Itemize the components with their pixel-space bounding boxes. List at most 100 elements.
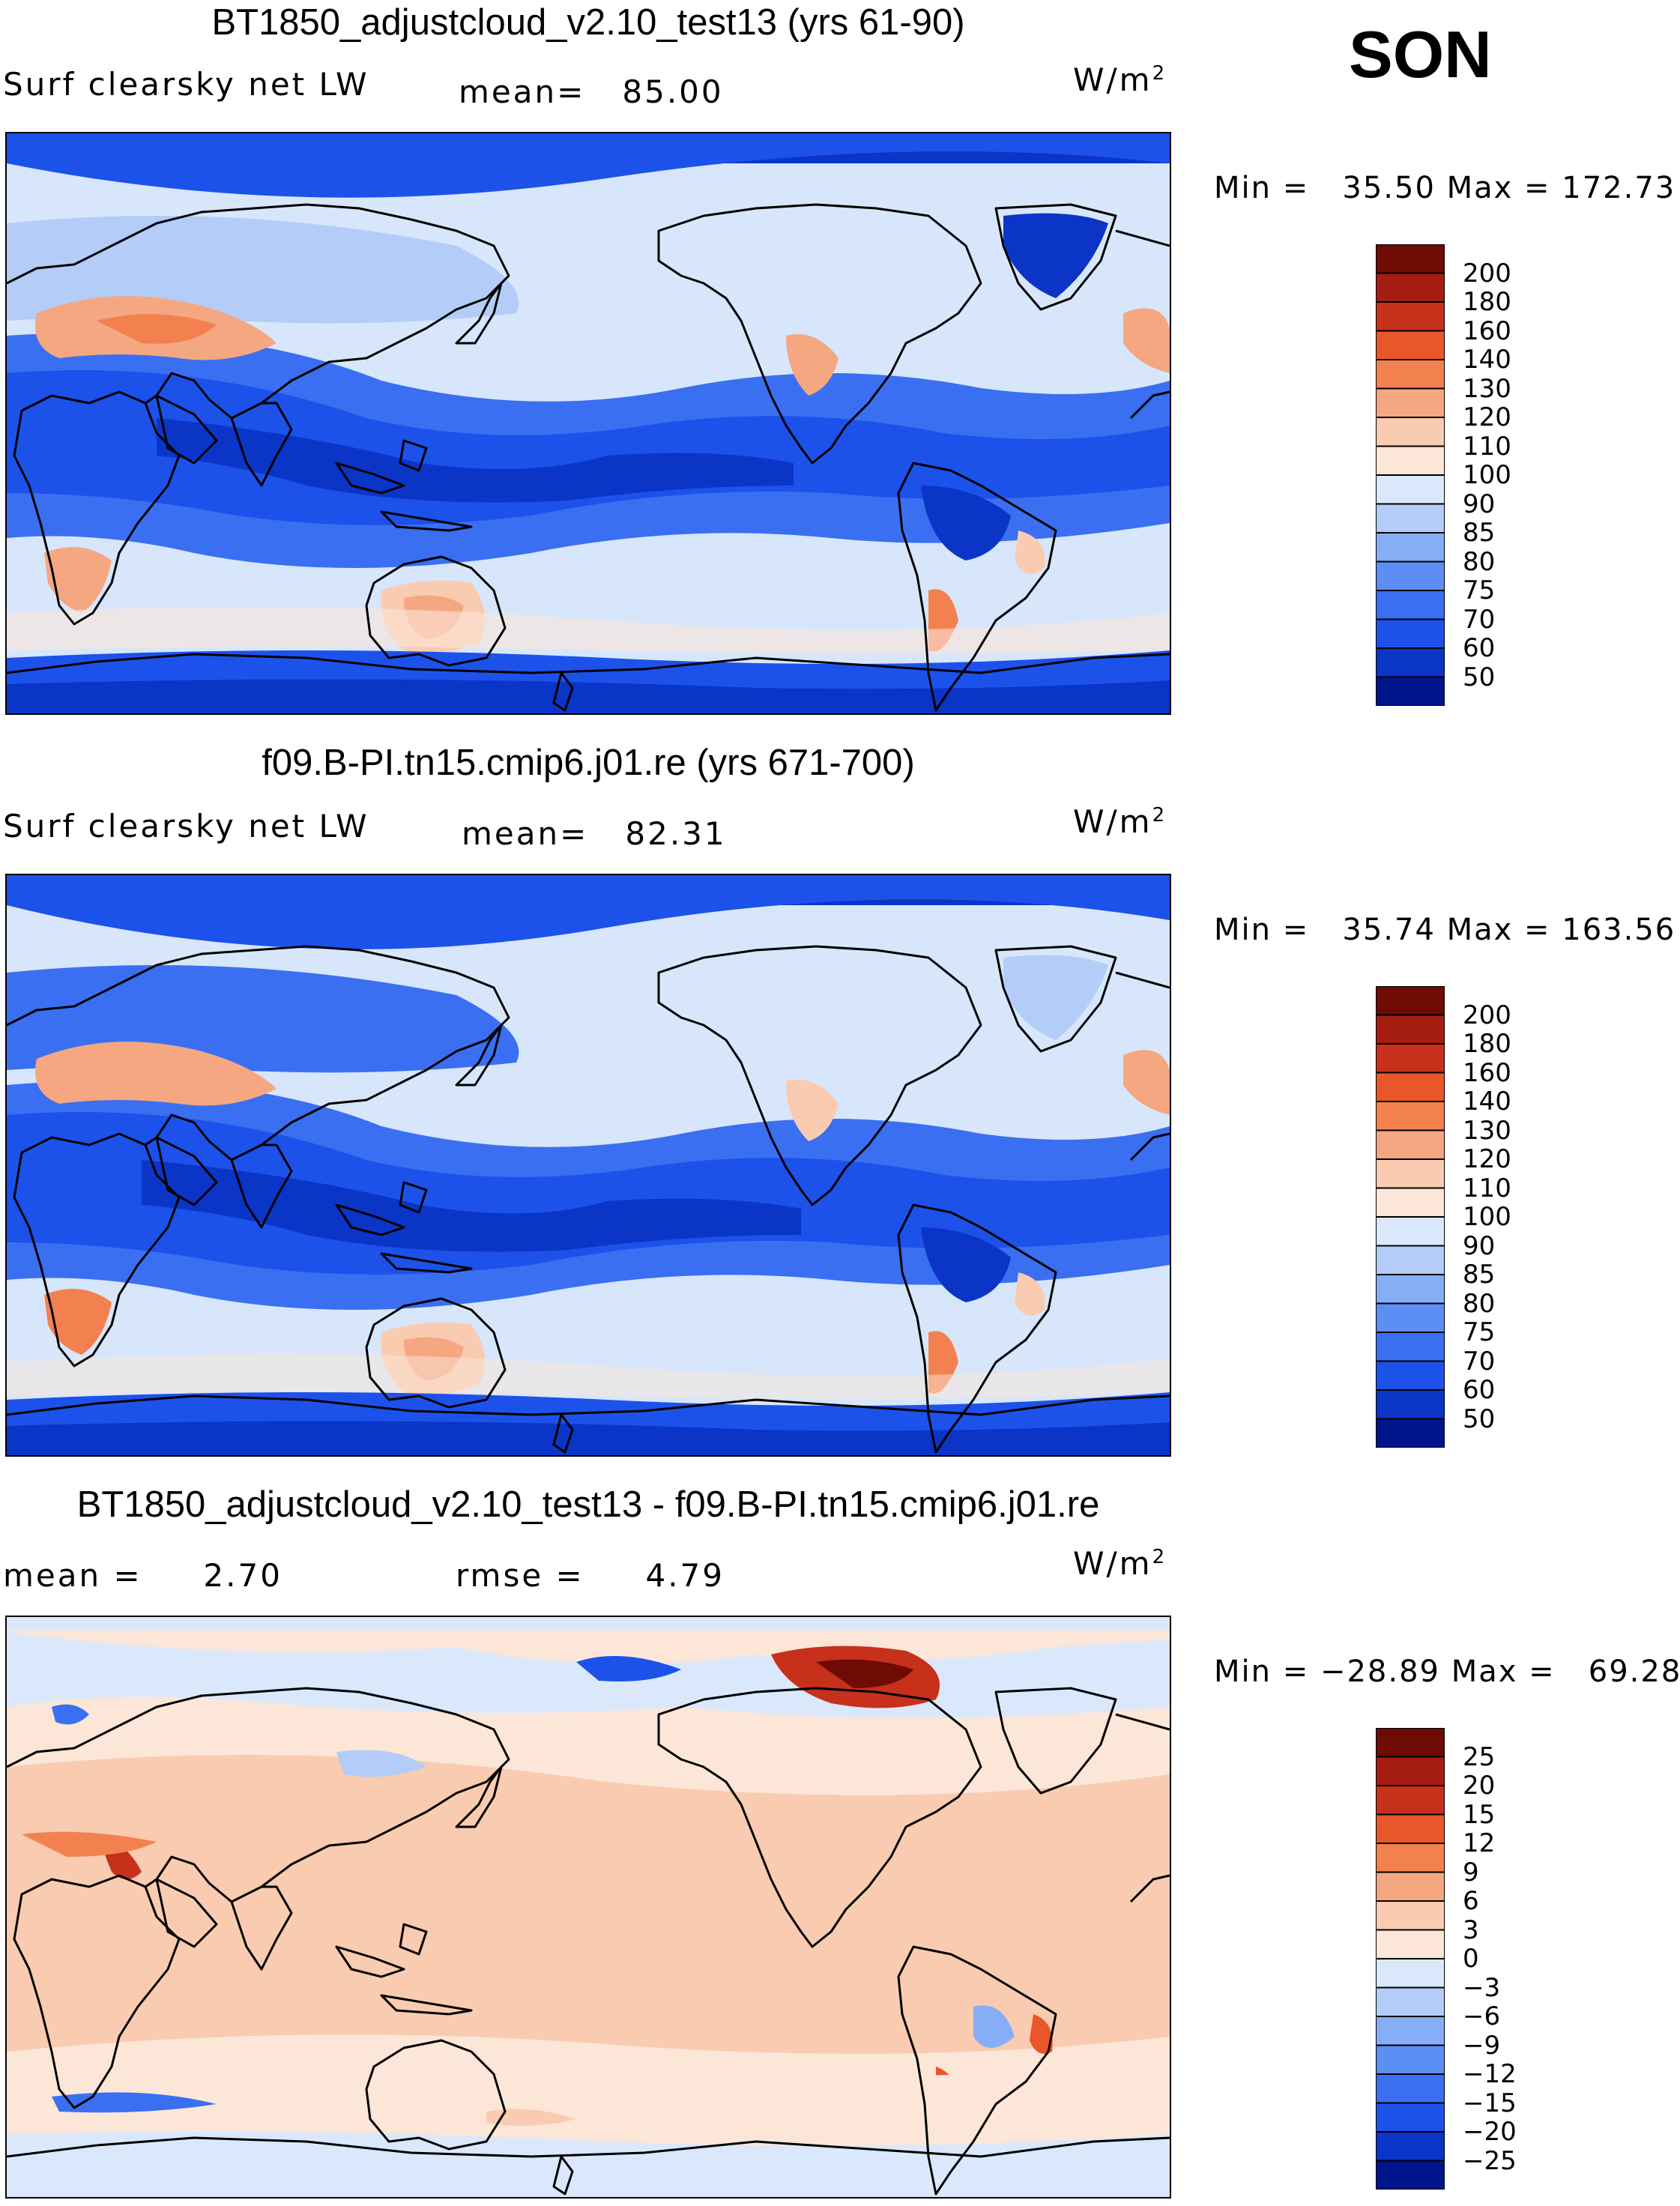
panel-2-max-label: Max =	[1446, 913, 1551, 947]
colorbar-swatch	[1375, 272, 1445, 303]
panel-2-map-plot	[7, 875, 1170, 1455]
colorbar-tick-label: −20	[1463, 2117, 1517, 2147]
colorbar-tick-label: 110	[1463, 431, 1511, 462]
colorbar-swatch	[1375, 1813, 1445, 1844]
colorbar-tick-label: 50	[1463, 1403, 1496, 1434]
panel-1-max-value: 172.73	[1562, 171, 1676, 205]
panel-3-min-value: −28.89	[1320, 1654, 1440, 1689]
colorbar-swatch	[1375, 618, 1445, 649]
colorbar-tick-label: 110	[1463, 1173, 1511, 1203]
colorbar-swatch	[1375, 1360, 1445, 1391]
panel-1-colorbar	[1375, 244, 1445, 707]
colorbar-swatch	[1375, 330, 1445, 360]
colorbar-tick-label: 140	[1463, 1087, 1511, 1116]
panel-1-min-label: Min =	[1214, 171, 1310, 205]
colorbar-tick-label: −9	[1463, 2030, 1501, 2061]
colorbar-swatch	[1375, 1302, 1445, 1333]
season-label: SON	[1349, 17, 1492, 91]
colorbar-swatch	[1375, 1389, 1445, 1420]
colorbar-swatch	[1375, 1187, 1445, 1218]
panel-2-max-value: 163.56	[1562, 913, 1676, 947]
colorbar-tick-label: 80	[1463, 546, 1496, 577]
panel-3-max-value: 69.28	[1588, 1654, 1680, 1689]
colorbar-tick-label: 9	[1463, 1857, 1479, 1888]
colorbar-tick-label: −12	[1463, 2059, 1517, 2089]
colorbar-swatch	[1375, 417, 1445, 447]
colorbar-swatch	[1375, 560, 1445, 591]
colorbar-swatch	[1375, 1727, 1445, 1758]
panel-3-max-label: Max =	[1451, 1654, 1556, 1689]
colorbar-swatch	[1375, 1101, 1445, 1131]
colorbar-swatch	[1375, 1332, 1445, 1362]
colorbar-tick-label: 200	[1463, 258, 1511, 288]
colorbar-swatch	[1375, 1245, 1445, 1275]
panel-3-units: W/m2	[1073, 1545, 1165, 1582]
colorbar-tick-label: 85	[1463, 1260, 1496, 1290]
panel-3-mean-value: 2.70	[203, 1557, 282, 1594]
colorbar-swatch	[1375, 985, 1445, 1016]
panel-2-variable: Surf clearsky net LW	[3, 808, 369, 844]
colorbar-tick-label: 70	[1463, 1346, 1496, 1377]
colorbar-swatch	[1375, 2160, 1445, 2190]
panel-2-mean: mean= 82.31	[462, 815, 727, 852]
colorbar-swatch	[1375, 1129, 1445, 1160]
colorbar-tick-label: 160	[1463, 315, 1511, 346]
colorbar-swatch	[1375, 590, 1445, 620]
colorbar-tick-label: 80	[1463, 1288, 1496, 1319]
colorbar-swatch	[1375, 2073, 1445, 2104]
panel-3-rmse-value: 4.79	[645, 1557, 725, 1594]
colorbar-tick-label: 70	[1463, 604, 1496, 635]
colorbar-tick-label: 100	[1463, 460, 1511, 490]
colorbar-tick-label: 130	[1463, 1115, 1511, 1146]
panel-1-mean-label: mean=	[459, 73, 586, 110]
colorbar-tick-label: 85	[1463, 518, 1496, 548]
colorbar-swatch	[1375, 676, 1445, 707]
colorbar-tick-label: 75	[1463, 575, 1496, 605]
colorbar-swatch	[1375, 244, 1445, 274]
colorbar-swatch	[1375, 1158, 1445, 1189]
colorbar-tick-label: 20	[1463, 1771, 1496, 1801]
colorbar-tick-label: 60	[1463, 1375, 1496, 1405]
colorbar-swatch	[1375, 1958, 1445, 1989]
panel-2-min-value: 35.74	[1342, 913, 1436, 947]
colorbar-swatch	[1375, 1274, 1445, 1305]
colorbar-swatch	[1375, 1986, 1445, 2017]
colorbar-swatch	[1375, 1418, 1445, 1448]
panel-2-mean-label: mean=	[462, 815, 589, 852]
colorbar-swatch	[1375, 2131, 1445, 2162]
colorbar-swatch	[1375, 387, 1445, 418]
panel-3-min-label: Min =	[1214, 1654, 1310, 1689]
panel-2-units: W/m2	[1073, 803, 1165, 840]
colorbar-tick-label: 90	[1463, 489, 1496, 519]
panel-1-variable: Surf clearsky net LW	[3, 66, 369, 103]
panel-1-map	[5, 132, 1171, 715]
panel-1-units: W/m2	[1073, 61, 1165, 98]
colorbar-tick-label: 0	[1463, 1944, 1479, 1974]
colorbar-swatch	[1375, 1929, 1445, 1959]
panel-3-colorbar	[1375, 1727, 1445, 2190]
colorbar-swatch	[1375, 2102, 1445, 2133]
colorbar-tick-label: 180	[1463, 287, 1511, 317]
panel-1-map-plot	[7, 133, 1170, 713]
colorbar-swatch	[1375, 474, 1445, 505]
colorbar-swatch	[1375, 1014, 1445, 1045]
colorbar-tick-label: 200	[1463, 1000, 1511, 1030]
panel-1-max-label: Max =	[1446, 171, 1551, 205]
panel-1-mean-value: 85.00	[622, 73, 724, 110]
panel-1-min-value: 35.50	[1342, 171, 1436, 205]
panel-2-mean-value: 82.31	[625, 815, 727, 852]
colorbar-tick-label: −15	[1463, 2088, 1517, 2118]
colorbar-swatch	[1375, 359, 1445, 390]
colorbar-tick-label: 60	[1463, 633, 1496, 663]
panel-1-minmax: Min = 35.50 Max = 172.73	[1214, 171, 1676, 205]
panel-1-mean: mean= 85.00	[459, 73, 724, 110]
colorbar-tick-label: 100	[1463, 1202, 1511, 1232]
colorbar-tick-label: 75	[1463, 1317, 1496, 1347]
colorbar-swatch	[1375, 1216, 1445, 1247]
panel-1-title: BT1850_adjustcloud_v2.10_test13 (yrs 61-…	[211, 2, 965, 43]
panel-3-mean-label: mean =	[3, 1557, 142, 1594]
colorbar-swatch	[1375, 1843, 1445, 1873]
colorbar-swatch	[1375, 532, 1445, 563]
panel-2-min-label: Min =	[1214, 913, 1310, 947]
colorbar-tick-label: 180	[1463, 1029, 1511, 1059]
